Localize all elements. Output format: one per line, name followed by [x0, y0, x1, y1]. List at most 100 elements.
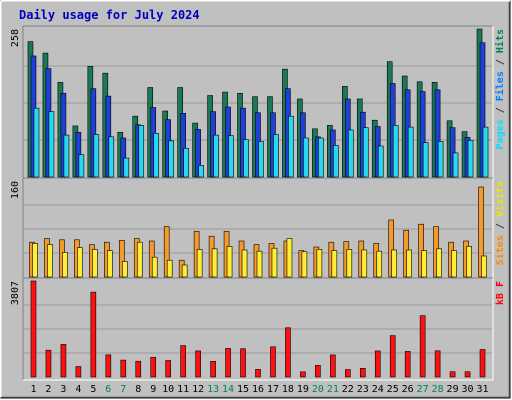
x-tick-label: 31	[476, 384, 488, 395]
bar-top-pages	[228, 135, 234, 178]
bar-top-pages	[93, 134, 100, 178]
bar-top-files	[449, 127, 456, 178]
bar-top-files	[180, 113, 186, 178]
x-tick-label: 11	[177, 384, 189, 395]
bar-top-pages	[213, 134, 219, 178]
x-tick-label: 4	[75, 384, 81, 395]
x-tick-label: 23	[357, 384, 369, 395]
bar-middle-visits	[481, 255, 487, 278]
bar-top-pages	[362, 127, 369, 178]
legend-entry: /	[495, 101, 506, 119]
bar-top-files	[479, 42, 486, 178]
bar-top-pages	[392, 125, 399, 178]
legend-entry: Hits	[494, 29, 506, 53]
x-tick-label: 13	[207, 384, 219, 395]
bar-top-pages	[273, 134, 279, 178]
bar-middle-visits	[211, 248, 218, 278]
bar-top-files	[434, 89, 441, 178]
y-max-label: 3807	[10, 281, 21, 305]
x-tick-label: 19	[297, 384, 309, 395]
bar-middle-visits	[256, 250, 263, 278]
x-tick-label: 28	[432, 384, 444, 395]
bar-bottom-kbf	[434, 350, 441, 378]
bar-bottom-kbf	[120, 359, 127, 378]
bar-bottom-kbf	[404, 351, 411, 378]
bar-top-files	[90, 88, 97, 178]
x-tick-label: 26	[402, 384, 414, 395]
bar-middle-sites	[118, 240, 125, 278]
bar-middle-visits	[376, 250, 383, 278]
bar-bottom-kbf	[300, 371, 306, 378]
bar-middle-visits	[286, 238, 293, 278]
bar-middle-sites	[388, 219, 395, 278]
bar-middle-visits	[77, 247, 83, 278]
bar-middle-visits	[406, 249, 412, 278]
x-tick-label: 22	[342, 384, 354, 395]
bar-bottom-kbf	[135, 360, 142, 378]
bar-middle-visits	[196, 249, 203, 278]
bar-middle-visits	[47, 244, 53, 278]
x-tick-label: 30	[462, 384, 474, 395]
bar-top-pages	[108, 136, 115, 178]
legend-entry: Sites	[494, 235, 506, 265]
bar-middle-visits	[181, 264, 188, 278]
bar-middle-visits	[331, 250, 338, 278]
bar-bottom-kbf	[479, 349, 486, 378]
x-tick-label: 7	[120, 384, 126, 395]
x-tick-label: 8	[135, 384, 141, 395]
bar-top-pages	[138, 125, 145, 178]
bar-top-pages	[333, 145, 339, 178]
bar-top-pages	[377, 145, 384, 178]
x-tick-label: 29	[447, 384, 459, 395]
legend-top: Pages / Files / Hits	[494, 29, 506, 149]
bar-middle-visits	[391, 249, 398, 278]
bar-middle-visits	[271, 247, 278, 278]
legend-middle: Sites / Visits	[494, 181, 506, 265]
bar-top-pages	[33, 107, 40, 178]
bar-top-pages	[63, 134, 70, 178]
bar-bottom-kbf	[30, 280, 37, 378]
bar-bottom-kbf	[315, 365, 321, 378]
x-tick-label: 10	[162, 384, 174, 395]
bar-top-pages	[168, 140, 174, 178]
bar-middle-visits	[62, 252, 68, 278]
bar-middle-visits	[421, 250, 427, 278]
bar-middle-visits	[166, 259, 173, 278]
bar-bottom-kbf	[285, 327, 291, 378]
x-tick-label: 12	[192, 384, 204, 395]
bar-middle-visits	[121, 261, 128, 278]
chart-title: Daily usage for July 2024	[19, 8, 200, 22]
bar-top-pages	[407, 126, 414, 178]
bar-bottom-kbf	[165, 360, 171, 378]
bar-top-pages	[482, 126, 489, 178]
bar-middle-visits	[436, 248, 442, 278]
bar-top-pages	[258, 141, 264, 178]
bar-bottom-kbf	[464, 371, 471, 378]
x-tick-label: 18	[282, 384, 294, 395]
bar-bottom-kbf	[359, 367, 366, 378]
x-tick-label: 21	[327, 384, 339, 395]
bar-bottom-kbf	[195, 350, 201, 378]
bar-middle-visits	[361, 249, 368, 278]
x-tick-label: 15	[237, 384, 249, 395]
bar-middle-visits	[151, 256, 158, 278]
bar-middle-visits	[32, 243, 38, 278]
bar-middle-visits	[346, 249, 353, 278]
bar-bottom-kbf	[240, 348, 246, 378]
x-tick-label: 25	[387, 384, 399, 395]
bar-bottom-kbf	[75, 366, 82, 378]
bar-bottom-kbf	[150, 357, 157, 378]
legend-bottom: kB F	[495, 281, 506, 305]
bar-bottom-kbf	[60, 344, 67, 378]
bar-middle-visits	[226, 246, 233, 278]
x-tick-label: 6	[105, 384, 111, 395]
bar-middle-visits	[451, 250, 457, 278]
x-tick-label: 27	[417, 384, 429, 395]
y-max-label: 258	[10, 29, 21, 47]
bar-bottom-kbf	[449, 371, 456, 378]
x-tick-label: 14	[222, 384, 234, 395]
bar-top-pages	[48, 111, 55, 178]
x-tick-label: 16	[252, 384, 264, 395]
